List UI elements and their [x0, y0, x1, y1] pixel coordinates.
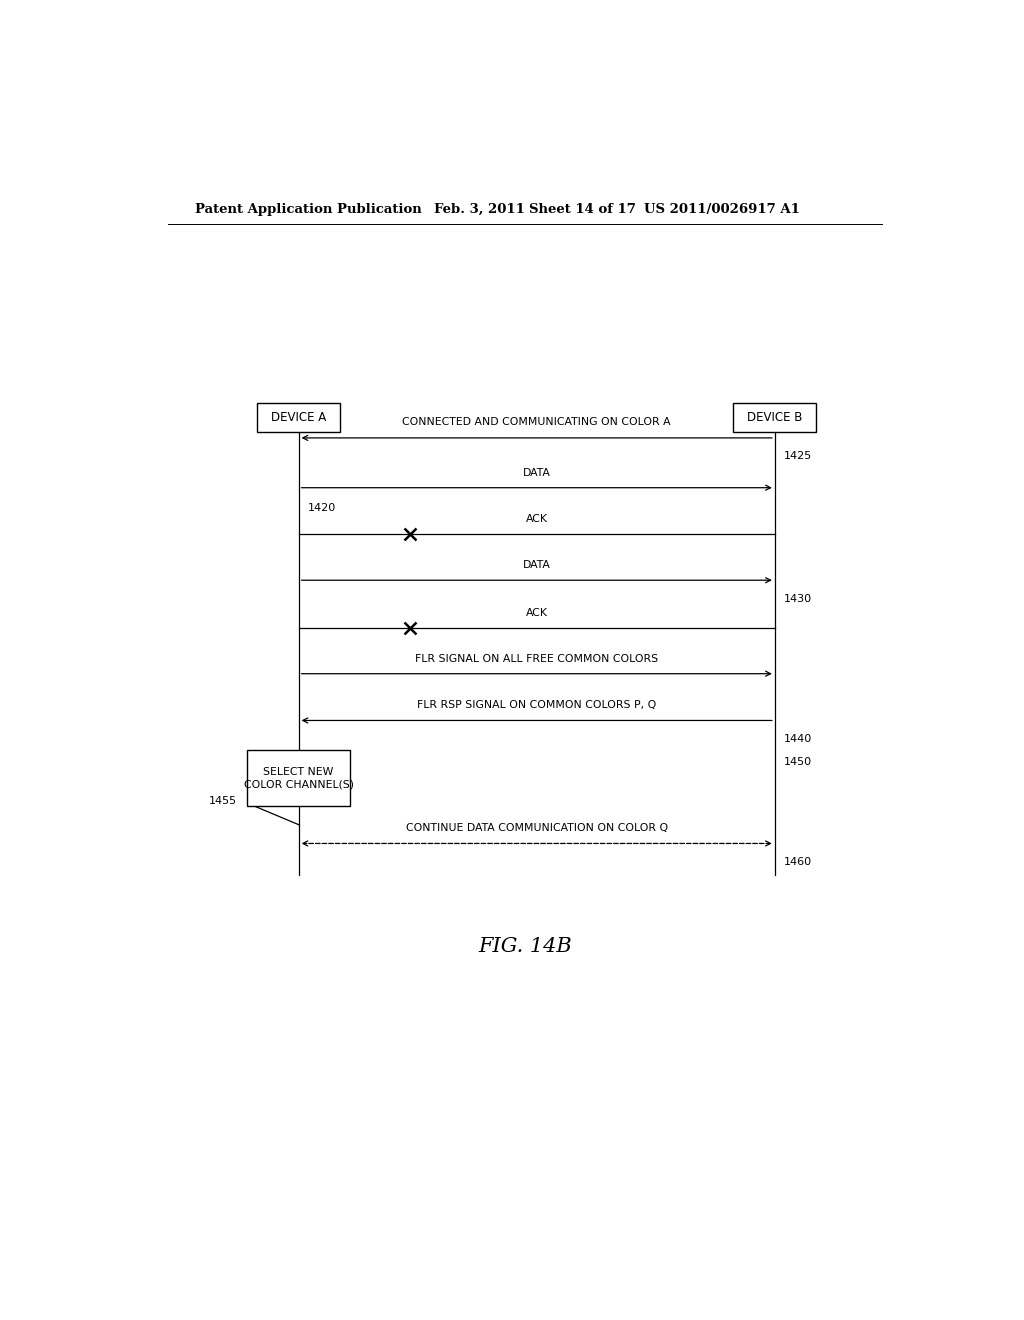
Text: 1430: 1430 [784, 594, 812, 603]
Text: DATA: DATA [523, 467, 551, 478]
Text: 1440: 1440 [784, 734, 813, 743]
Text: CONNECTED AND COMMUNICATING ON COLOR A: CONNECTED AND COMMUNICATING ON COLOR A [402, 417, 671, 426]
Text: 1460: 1460 [784, 857, 812, 867]
Text: 1450: 1450 [784, 758, 812, 767]
Text: DEVICE A: DEVICE A [271, 411, 327, 424]
Text: FLR RSP SIGNAL ON COMMON COLORS P, Q: FLR RSP SIGNAL ON COMMON COLORS P, Q [417, 701, 656, 710]
Text: ACK: ACK [525, 607, 548, 618]
Text: DATA: DATA [523, 560, 551, 570]
Text: FLR SIGNAL ON ALL FREE COMMON COLORS: FLR SIGNAL ON ALL FREE COMMON COLORS [415, 653, 658, 664]
Bar [247, 751, 350, 807]
Text: Feb. 3, 2011: Feb. 3, 2011 [433, 203, 524, 215]
Text: 1425: 1425 [784, 451, 813, 461]
Text: ACK: ACK [525, 515, 548, 524]
Text: US 2011/0026917 A1: US 2011/0026917 A1 [644, 203, 800, 215]
Text: CONTINUE DATA COMMUNICATION ON COLOR Q: CONTINUE DATA COMMUNICATION ON COLOR Q [406, 824, 668, 833]
Bar [733, 404, 816, 432]
Text: SELECT NEW
COLOR CHANNEL(S): SELECT NEW COLOR CHANNEL(S) [244, 767, 353, 789]
Bar [257, 404, 340, 432]
Text: FIG. 14B: FIG. 14B [478, 937, 571, 956]
Text: 1420: 1420 [308, 503, 337, 513]
Text: Sheet 14 of 17: Sheet 14 of 17 [528, 203, 636, 215]
Text: Patent Application Publication: Patent Application Publication [196, 203, 422, 215]
Text: DEVICE B: DEVICE B [748, 411, 803, 424]
Text: 1455: 1455 [209, 796, 238, 805]
